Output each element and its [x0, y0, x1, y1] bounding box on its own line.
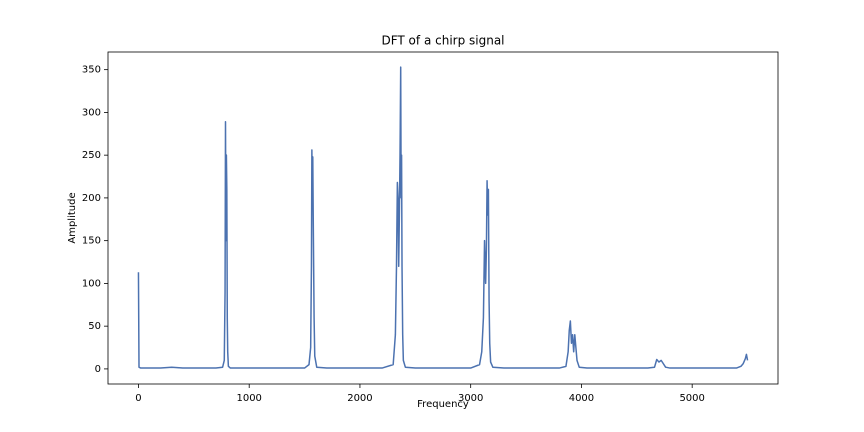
- y-tick-label: 300: [82, 107, 101, 118]
- y-tick-label: 150: [82, 236, 101, 247]
- x-axis-label: Frequency: [417, 399, 469, 410]
- y-tick-label: 200: [82, 193, 101, 204]
- x-tick-label: 4000: [569, 393, 594, 404]
- y-tick-label: 250: [82, 150, 101, 161]
- x-tick-label: 2000: [347, 393, 372, 404]
- data-line: [137, 66, 749, 369]
- plot-frame: [107, 51, 779, 385]
- y-tick-label: 0: [95, 364, 101, 375]
- x-tick-label: 3000: [458, 393, 483, 404]
- y-axis-label: Amplitude: [67, 192, 78, 243]
- x-tick-label: 5000: [679, 393, 704, 404]
- chart-title: DFT of a chirp signal: [381, 34, 504, 48]
- y-tick-label: 50: [88, 321, 101, 332]
- y-tick-label: 100: [82, 278, 101, 289]
- y-tick-label: 350: [82, 65, 101, 76]
- x-tick-label: 1000: [236, 393, 261, 404]
- x-tick-label: 0: [135, 393, 141, 404]
